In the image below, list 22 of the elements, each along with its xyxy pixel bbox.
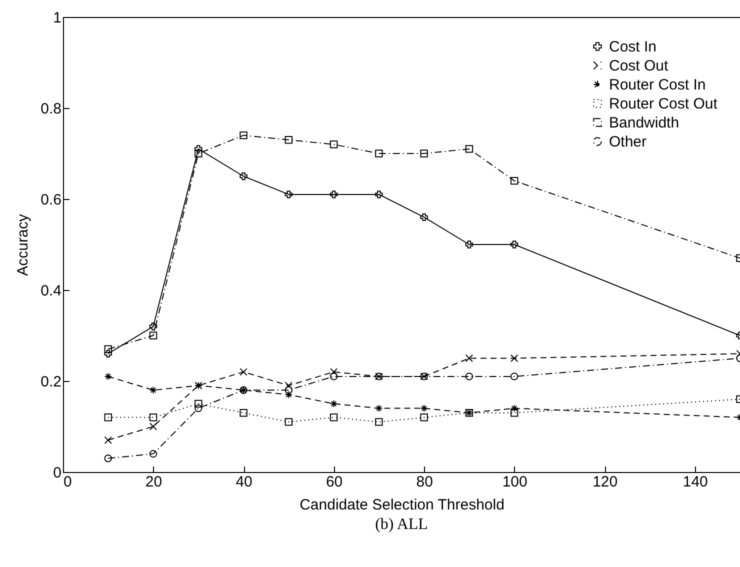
y-tick-label: 0.6 xyxy=(40,192,62,208)
x-tick-label: 120 xyxy=(592,474,618,490)
x-tick-label: 40 xyxy=(236,474,252,490)
x-tick-label: 0 xyxy=(64,474,72,490)
x-axis-title: Candidate Selection Threshold xyxy=(300,496,504,514)
legend-label: Router Cost Out xyxy=(609,96,718,112)
y-axis-title: Accuracy xyxy=(14,214,32,276)
legend-label: Cost Out xyxy=(609,58,670,74)
legend-label: Other xyxy=(609,134,647,150)
legend-label: Router Cost In xyxy=(609,76,706,94)
x-tick-label: 60 xyxy=(326,474,343,490)
legend-label: Bandwidth xyxy=(609,114,680,132)
y-tick-label: 0.8 xyxy=(40,100,62,118)
y-tick-label: 1 xyxy=(53,10,62,26)
x-tick-label: 140 xyxy=(682,474,708,490)
legend-label: Cost In xyxy=(609,38,657,56)
y-tick-label: 0.4 xyxy=(40,282,62,300)
x-tick-label: 100 xyxy=(502,474,528,490)
y-tick-label: 0.2 xyxy=(40,374,62,390)
text: (b) ALL xyxy=(375,516,428,533)
x-tick-label: 20 xyxy=(145,474,162,490)
x-tick-label: 80 xyxy=(416,474,433,490)
